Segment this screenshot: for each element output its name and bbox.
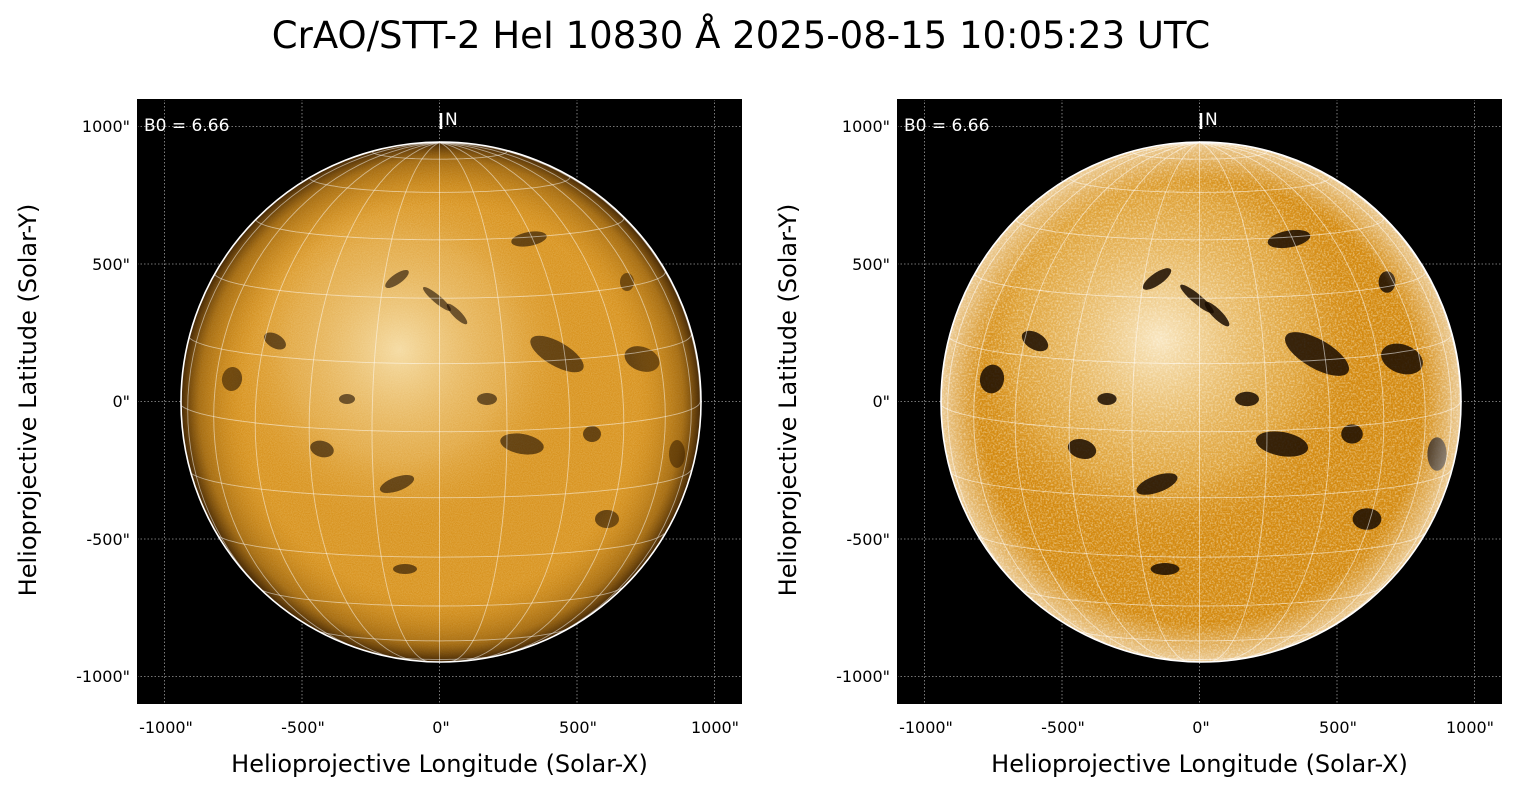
x-axis-title: Helioprojective Longitude (Solar-X): [991, 750, 1408, 778]
x-tick-label: 500": [559, 718, 597, 737]
left-solar-image-panel: N B0 = 6.66: [137, 99, 742, 704]
longitude-line: [439, 142, 571, 662]
longitude-line: [1199, 142, 1385, 660]
left-solar-image: N B0 = 6.66: [137, 99, 742, 704]
longitude-line: [947, 142, 1200, 637]
y-tick-label: 1000": [81, 117, 130, 136]
longitude-line: [1199, 142, 1452, 637]
longitude-line: [254, 142, 440, 660]
right-solar-image-panel: N B0 = 6.66: [897, 99, 1502, 704]
x-tick-label: 0": [1192, 718, 1210, 737]
x-tick-label: -500": [281, 718, 325, 737]
x-axis-title: Helioprojective Longitude (Solar-X): [231, 750, 648, 778]
y-tick-label: -500": [846, 530, 890, 549]
y-tick-label: 500": [92, 255, 130, 274]
x-tick-label: 500": [1319, 718, 1357, 737]
longitude-line: [1199, 142, 1331, 662]
x-tick-label: 1000": [1445, 718, 1495, 737]
right-solar-image: N B0 = 6.66: [897, 99, 1502, 704]
x-tick-label: 0": [432, 718, 450, 737]
longitude-line: [308, 142, 440, 662]
longitude-line: [439, 142, 666, 656]
x-tick-label: -500": [1041, 718, 1085, 737]
longitude-line: [439, 142, 625, 660]
y-axis-title: Helioprojective Latitude (Solar-Y): [14, 203, 42, 597]
y-tick-label: 500": [852, 255, 890, 274]
b0-label: B0 = 6.66: [144, 116, 229, 136]
x-tick-label: 1000": [690, 718, 740, 737]
north-label: N: [445, 110, 458, 130]
x-tick-label: -1000": [899, 718, 953, 737]
longitude-line: [1199, 142, 1426, 656]
figure-title: CrAO/STT-2 HeI 10830 Å 2025-08-15 10:05:…: [271, 14, 1211, 57]
y-tick-label: -1000": [836, 667, 890, 686]
longitude-line: [371, 142, 440, 662]
b0-label: B0 = 6.66: [904, 116, 989, 136]
longitude-line: [213, 142, 440, 656]
y-tick-label: -1000": [76, 667, 130, 686]
y-tick-label: 1000": [841, 117, 890, 136]
longitude-line: [973, 142, 1200, 656]
heliographic-grid: [941, 142, 1461, 662]
solar-limb: [940, 141, 1462, 663]
x-tick-label: -1000": [139, 718, 193, 737]
longitude-line: [439, 142, 508, 662]
y-tick-label: 0": [872, 392, 890, 411]
longitude-line: [1014, 142, 1200, 660]
y-tick-label: -500": [86, 530, 130, 549]
longitude-line: [1131, 142, 1200, 662]
solar-limb: [180, 141, 702, 663]
y-tick-label: 0": [112, 392, 130, 411]
north-label: N: [1205, 110, 1218, 130]
longitude-line: [1199, 142, 1268, 662]
longitude-line: [439, 142, 692, 637]
y-axis-title: Helioprojective Latitude (Solar-Y): [774, 203, 802, 597]
longitude-line: [187, 142, 440, 637]
longitude-line: [1068, 142, 1200, 662]
